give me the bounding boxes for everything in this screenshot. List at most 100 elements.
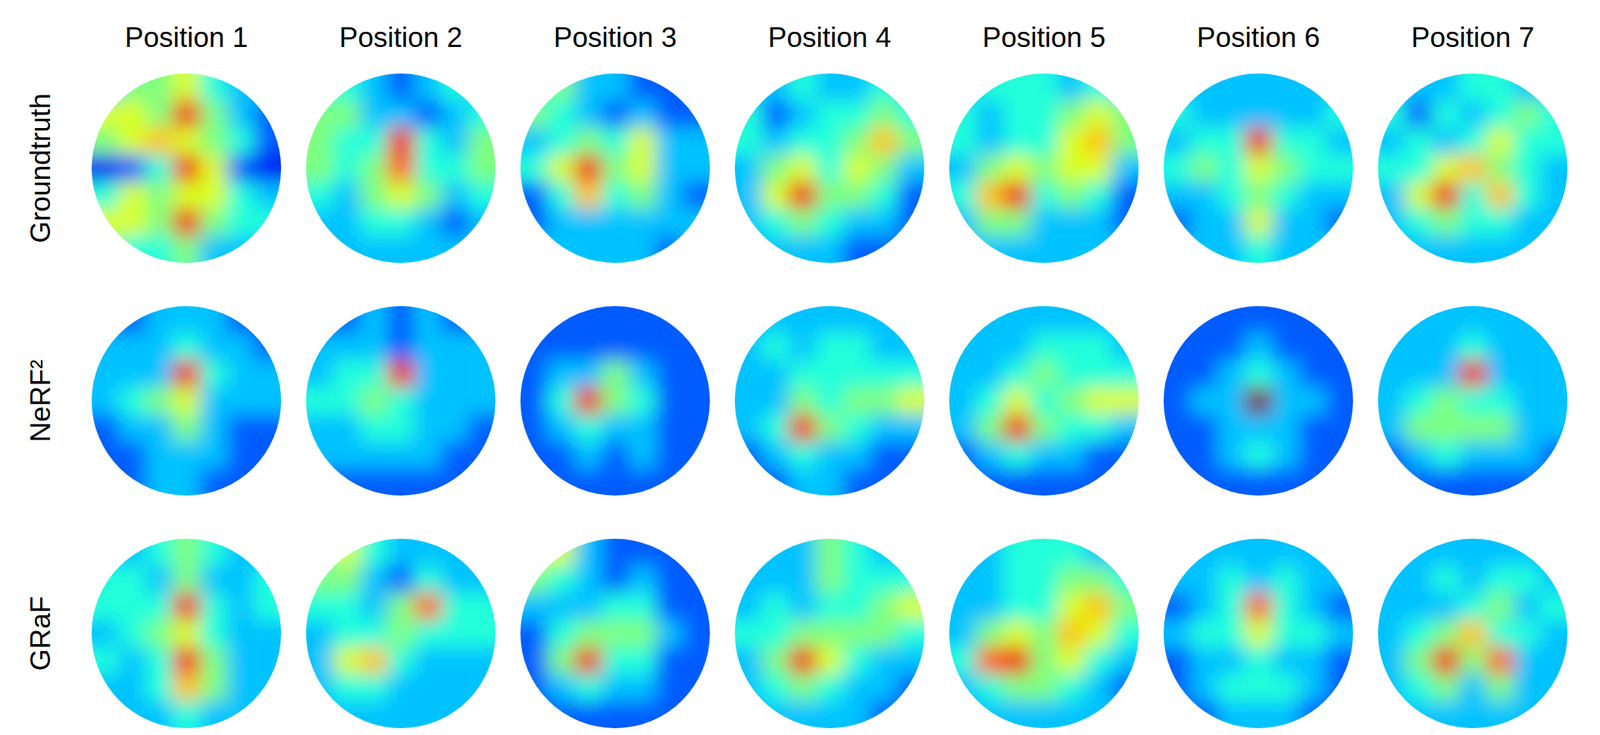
heatmap-cell: [788, 127, 816, 155]
heatmap-cell: [414, 73, 442, 101]
heatmap-cell: [1299, 414, 1327, 442]
heatmap-cell: [1378, 441, 1406, 469]
heatmap-cell: [1513, 359, 1541, 388]
heatmap-cell: [1405, 700, 1433, 729]
heatmap-cell: [601, 154, 629, 182]
heatmap-cell: [628, 235, 657, 263]
heatmap-cell: [762, 181, 790, 210]
heatmap-cell: [976, 441, 1004, 469]
heatmap-cell: [843, 127, 871, 155]
heatmap-cell: [656, 209, 684, 237]
heatmap-cell: [976, 646, 1004, 675]
heatmap-cell: [118, 100, 147, 129]
heatmap-cell: [628, 674, 657, 702]
heatmap-cell: [1325, 700, 1354, 729]
heatmap-cell: [441, 565, 469, 594]
heatmap-cell: [306, 73, 334, 101]
heatmap-cell: [682, 674, 710, 702]
heatmap-cell: [520, 181, 548, 210]
heatmap-cell: [682, 100, 710, 129]
heatmap-panel: [949, 538, 1140, 729]
heatmap-cell: [91, 209, 119, 237]
heatmap-cell: [468, 538, 496, 566]
heatmap-cell: [1405, 387, 1433, 415]
heatmap-cell: [1003, 359, 1031, 388]
heatmap-cell: [253, 538, 282, 566]
heatmap-cell: [1190, 619, 1219, 647]
heatmap-cell: [1459, 235, 1487, 263]
heatmap-cell: [1378, 181, 1406, 210]
heatmap-cell: [628, 565, 657, 594]
heatmap-cell: [656, 235, 684, 263]
heatmap-cell: [1378, 387, 1406, 415]
heatmap-cell: [788, 235, 816, 263]
heatmap-cell: [870, 592, 898, 620]
heatmap-cell: [574, 619, 602, 647]
heatmap-cell: [333, 565, 361, 594]
heatmap-cell: [441, 619, 469, 647]
heatmap-cell: [253, 181, 282, 210]
heatmap-cell: [896, 441, 925, 469]
heatmap-cell: [1431, 387, 1460, 415]
heatmap-cell: [1190, 441, 1219, 469]
heatmap-cell: [1299, 359, 1327, 388]
heatmap-cell: [333, 209, 361, 237]
heatmap-cell: [118, 538, 147, 566]
heatmap-panel: [949, 73, 1140, 264]
heatmap-cell: [200, 441, 228, 469]
heatmap-cell: [333, 154, 361, 182]
heatmap-cell: [1431, 700, 1460, 729]
heatmap-cell: [896, 127, 925, 155]
heatmap-cell: [145, 619, 173, 647]
heatmap-cell: [656, 646, 684, 675]
heatmap-cell: [1540, 306, 1568, 334]
heatmap-panel: [1378, 73, 1569, 264]
heatmap-cell: [574, 700, 602, 729]
heatmap-cell: [172, 235, 200, 263]
heatmap-cell: [227, 209, 255, 237]
heatmap-cell: [682, 359, 710, 388]
heatmap-cell: [815, 468, 844, 496]
heatmap-cell: [200, 468, 228, 496]
heatmap-cell: [574, 127, 602, 155]
heatmap-cell: [628, 619, 657, 647]
heatmap-cell: [306, 414, 334, 442]
heatmap-cell: [547, 565, 575, 594]
heatmap-cell: [949, 414, 977, 442]
heatmap-cell: [359, 538, 388, 566]
heatmap-cell: [468, 100, 496, 129]
heatmap-panel: [306, 73, 497, 264]
heatmap-cell: [227, 235, 255, 263]
heatmap-cell: [1299, 619, 1327, 647]
heatmap-cell: [628, 73, 657, 101]
heatmap-cell: [1271, 306, 1300, 334]
heatmap-cell: [1513, 209, 1541, 237]
heatmap-cell: [1084, 181, 1113, 210]
heatmap-cell: [387, 209, 415, 237]
heatmap-cell: [547, 674, 575, 702]
heatmap-cell: [1271, 592, 1300, 620]
heatmap-cell: [1244, 646, 1272, 675]
heatmap-cell: [468, 127, 496, 155]
heatmap-cell: [1513, 592, 1541, 620]
heatmap-cell: [547, 235, 575, 263]
heatmap-cell: [200, 235, 228, 263]
heatmap-cell: [762, 333, 790, 361]
heatmap-cell: [253, 468, 282, 496]
heatmap-cells: [1163, 73, 1354, 264]
heatmap-cell: [520, 154, 548, 182]
heatmap-cell: [441, 333, 469, 361]
heatmap-cell: [1540, 100, 1568, 129]
heatmap-cell: [1459, 154, 1487, 182]
heatmap-cell: [547, 333, 575, 361]
heatmap-cell: [1057, 592, 1085, 620]
heatmap-cell: [359, 387, 388, 415]
heatmap-cell: [1057, 674, 1085, 702]
heatmap-cell: [1325, 100, 1354, 129]
heatmap-cell: [1084, 592, 1113, 620]
figure: Position 1Position 2Position 3Position 4…: [0, 0, 1600, 735]
heatmap-cell: [1431, 414, 1460, 442]
heatmap-cell: [118, 359, 147, 388]
heatmap-cell: [253, 592, 282, 620]
heatmap-cell: [1325, 538, 1354, 566]
